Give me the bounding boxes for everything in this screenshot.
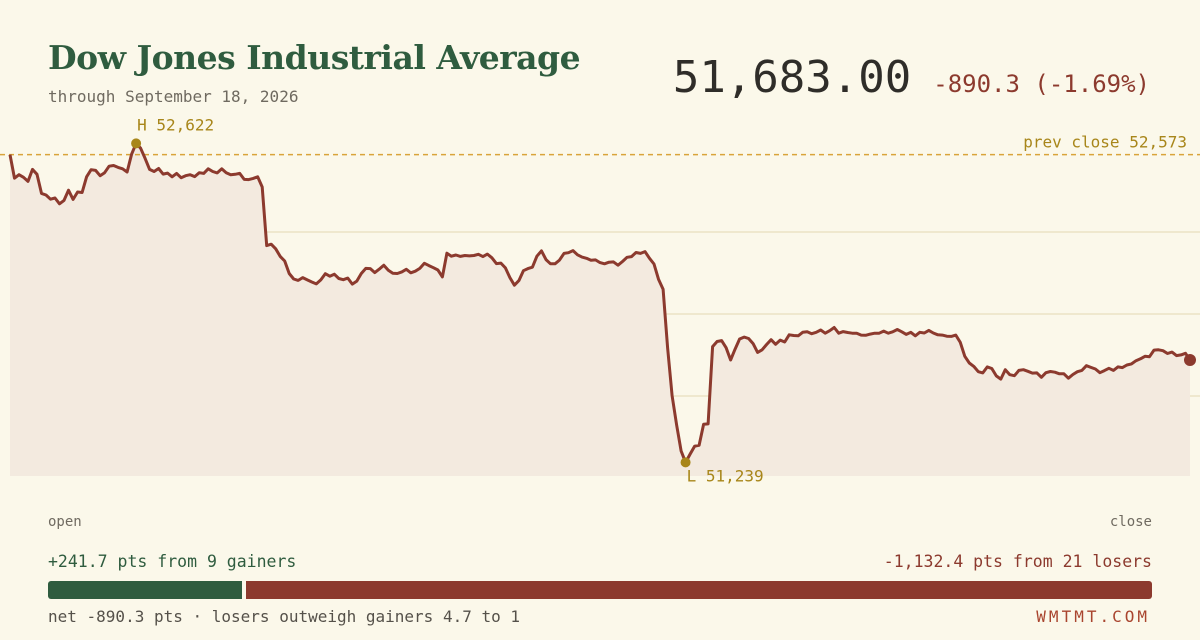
prev-close-label: prev close 52,573: [1023, 133, 1187, 152]
price-quote: 51,683.00 -890.3 (-1.69%): [673, 52, 1150, 103]
gainers-summary: +241.7 pts from 9 gainers: [48, 552, 297, 571]
price-change: -890.3 (-1.69%): [933, 70, 1150, 98]
open-label: open: [48, 514, 82, 530]
net-summary: net -890.3 pts · losers outweigh gainers…: [48, 607, 521, 626]
close-marker: [1184, 353, 1196, 366]
breadth-bar: [48, 581, 1152, 599]
price-area: [10, 143, 1190, 476]
chart-subtitle: through September 18, 2026: [48, 87, 299, 106]
price-line: [8, 141, 1192, 464]
gainers-bar: [48, 581, 243, 599]
brand-label: WMTMT.COM: [1036, 607, 1150, 626]
chart-title: Dow Jones Industrial Average: [48, 38, 581, 77]
high-marker: [131, 138, 142, 149]
losers-bar: [246, 581, 1152, 599]
current-price: 51,683.00: [672, 52, 912, 103]
intraday-chart: prev close 52,573 H 52,622 L 51,239: [0, 115, 1200, 485]
close-label: close: [1109, 514, 1152, 530]
losers-summary: -1,132.4 pts from 21 losers: [883, 552, 1152, 571]
low-label: L 51,239: [687, 466, 764, 485]
high-label: H 52,622: [137, 115, 214, 134]
low-marker: [680, 457, 691, 468]
